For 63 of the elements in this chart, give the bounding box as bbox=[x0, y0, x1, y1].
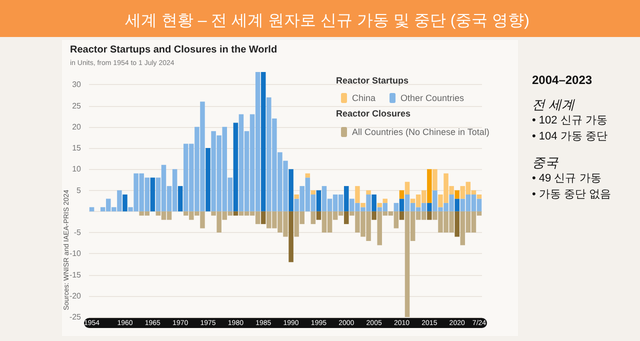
chart-subtitle: Reactor Startups and Closures in the World bbox=[70, 44, 278, 56]
text: • 49 신규 가동 bbox=[532, 172, 602, 184]
bar bbox=[476, 194, 482, 199]
bar bbox=[427, 169, 432, 203]
bar bbox=[150, 178, 156, 212]
bar bbox=[394, 202, 399, 212]
text: • 104 가동 중단 bbox=[532, 130, 608, 142]
bar bbox=[206, 148, 210, 212]
y-tick-label: -20 bbox=[69, 291, 82, 300]
bar bbox=[316, 211, 322, 220]
legend-label: All Countries (No Chinese in Total) bbox=[352, 127, 490, 137]
bar bbox=[178, 186, 183, 212]
bar bbox=[310, 190, 316, 194]
bar bbox=[399, 198, 404, 212]
text: 2004–2023 bbox=[532, 73, 592, 87]
bar bbox=[427, 202, 432, 212]
bar bbox=[294, 194, 299, 199]
bar bbox=[366, 190, 371, 194]
y-tick-label: 30 bbox=[72, 80, 82, 90]
bar bbox=[260, 211, 266, 224]
bar bbox=[288, 211, 294, 262]
bar bbox=[404, 182, 410, 194]
bar bbox=[316, 190, 322, 212]
bar bbox=[344, 186, 349, 212]
bar bbox=[344, 211, 349, 224]
y-tick-label: 15 bbox=[72, 144, 82, 153]
y-tick-label: 5 bbox=[76, 186, 82, 195]
bar bbox=[355, 186, 360, 203]
bar bbox=[432, 169, 438, 190]
bar bbox=[89, 207, 94, 212]
y-tick-label: -25 bbox=[69, 312, 82, 322]
bar bbox=[260, 72, 266, 212]
y-tick-label: 20 bbox=[72, 122, 82, 132]
bar bbox=[382, 198, 388, 203]
bar bbox=[372, 211, 376, 220]
y-tick-label: -5 bbox=[74, 228, 82, 238]
y-tick-label: -15 bbox=[69, 270, 82, 280]
bar bbox=[122, 194, 128, 212]
bar bbox=[454, 211, 460, 237]
text: 중국 bbox=[532, 155, 559, 170]
bar bbox=[288, 169, 294, 212]
y-tick-label: 25 bbox=[72, 101, 82, 110]
y-tick-label: -10 bbox=[69, 249, 82, 258]
bar bbox=[310, 211, 316, 224]
bar bbox=[454, 198, 460, 212]
text: • 102 신규 가동 bbox=[532, 114, 608, 126]
bar bbox=[454, 190, 460, 199]
bar bbox=[233, 122, 238, 212]
bar bbox=[305, 173, 310, 178]
bar bbox=[427, 211, 432, 220]
bar bbox=[377, 202, 382, 208]
y-tick-label: 10 bbox=[72, 164, 82, 174]
bar bbox=[372, 194, 376, 212]
bar bbox=[399, 211, 404, 220]
text: 전 세계 bbox=[532, 97, 576, 112]
text: • 가동 중단 없음 bbox=[532, 188, 612, 200]
bar bbox=[360, 202, 366, 208]
annotation: Reactor Closures bbox=[336, 108, 411, 118]
legend-label: China bbox=[352, 93, 376, 103]
legend-label: Other Countries bbox=[400, 93, 465, 103]
annotation: Reactor Startups bbox=[336, 76, 409, 86]
chart-title: 세계 현황 – 전 세계 원자로 신규 가동 및 중단 (중국 영향) bbox=[125, 12, 530, 30]
bar bbox=[233, 211, 238, 216]
